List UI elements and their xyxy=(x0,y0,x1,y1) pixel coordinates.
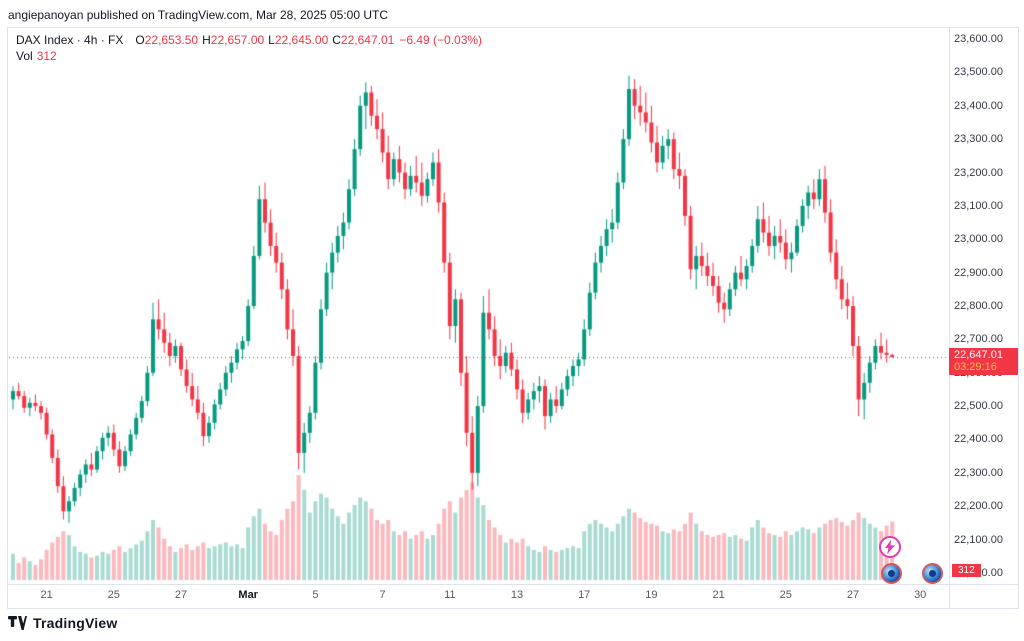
low-label: L xyxy=(268,33,275,47)
volume-value: 312 xyxy=(36,49,57,63)
time-tick-label: Mar xyxy=(238,589,258,601)
flash-lightning-icon[interactable] xyxy=(879,536,901,558)
emoji-detail xyxy=(929,570,936,577)
price-chart-canvas[interactable] xyxy=(9,29,947,583)
time-tick-label: 27 xyxy=(846,589,860,601)
price-tick-label: 22,500.00 xyxy=(954,400,1003,413)
time-axis[interactable]: 21 25 27 Mar 5 7 11 13 17 19 21 25 27 30 xyxy=(8,584,949,608)
axis-separator-horizontal xyxy=(8,584,1018,585)
price-tick-label: 23,000.00 xyxy=(954,233,1003,246)
price-tick-label: 22,800.00 xyxy=(954,300,1003,312)
time-tick-label: 11 xyxy=(444,589,456,601)
price-tick-label: 22,200.00 xyxy=(954,500,1003,513)
time-tick-label: 17 xyxy=(578,589,591,601)
close-label: C xyxy=(332,33,341,47)
time-tick-label: 27 xyxy=(174,589,188,601)
tradingview-mark-icon xyxy=(8,615,27,630)
logo-text: TradingView xyxy=(33,615,118,631)
high-value: 22,657.00 xyxy=(210,33,265,47)
price-tick-label: 23,200.00 xyxy=(954,166,1003,179)
axis-separator-vertical xyxy=(949,28,950,608)
close-value: 22,647.01 xyxy=(340,33,395,47)
time-tick-label: 30 xyxy=(914,589,927,601)
time-tick-label: 5 xyxy=(312,589,319,601)
emoji-detail xyxy=(888,570,895,577)
time-tick-label: 21 xyxy=(712,589,725,601)
price-tick-label: 23,600.00 xyxy=(954,33,1003,45)
chart-legend: DAX Index · 4h · FX O22,653.50 H22,657.00 L… xyxy=(16,33,482,47)
price-tick-label: 22,900.00 xyxy=(954,266,1003,279)
chart-frame: DAX Index · 4h · FX O22,653.50 H22,657.00 L… xyxy=(7,27,1019,609)
price-tick-label: 22,100.00 xyxy=(954,533,1003,546)
volume-label: Vol xyxy=(16,49,33,63)
symbol-title[interactable]: DAX Index · 4h · FX xyxy=(16,33,124,47)
low-value: 22,645.00 xyxy=(274,33,329,47)
reaction-emoji-icon[interactable] xyxy=(881,563,902,584)
reaction-emoji-icon[interactable] xyxy=(922,563,943,584)
last-price-badge: 22,647.01 03:29:16 xyxy=(949,348,1018,376)
time-tick-label: 25 xyxy=(107,589,120,601)
price-tick-label: 22,700.00 xyxy=(954,333,1003,346)
price-tick-label: 22,400.00 xyxy=(954,433,1003,446)
high-label: H xyxy=(202,33,211,47)
open-value: 22,653.50 xyxy=(144,33,199,47)
volume-axis-badge: 312 xyxy=(952,564,981,577)
lightning-bolt-icon xyxy=(885,540,895,554)
volume-legend: Vol 312 xyxy=(16,49,57,63)
open-label: O xyxy=(135,33,145,47)
time-tick-label: 13 xyxy=(510,589,524,601)
price-tick-label: 23,500.00 xyxy=(954,66,1003,79)
tradingview-logo[interactable]: TradingView xyxy=(8,615,117,631)
time-tick-label: 19 xyxy=(645,589,658,601)
change-value: −6.49 (−0.03%) xyxy=(399,33,483,47)
bar-countdown: 03:29:16 xyxy=(954,361,997,374)
price-axis[interactable]: 23,600.00 23,500.00 23,400.00 23,300.00 23,2… xyxy=(949,28,1018,584)
price-tick-label: 22,300.00 xyxy=(954,466,1003,479)
time-tick-label: 7 xyxy=(379,589,386,601)
price-tick-label: 23,400.00 xyxy=(954,99,1003,112)
attribution-text: angiepanoyan published on TradingView.co… xyxy=(8,8,389,22)
time-tick-label: 25 xyxy=(779,589,792,601)
time-tick-label: 21 xyxy=(40,589,53,601)
last-price-value: 22,647.01 xyxy=(954,349,1003,362)
price-tick-label: 23,300.00 xyxy=(954,133,1003,146)
price-tick-label: 23,100.00 xyxy=(954,199,1003,212)
